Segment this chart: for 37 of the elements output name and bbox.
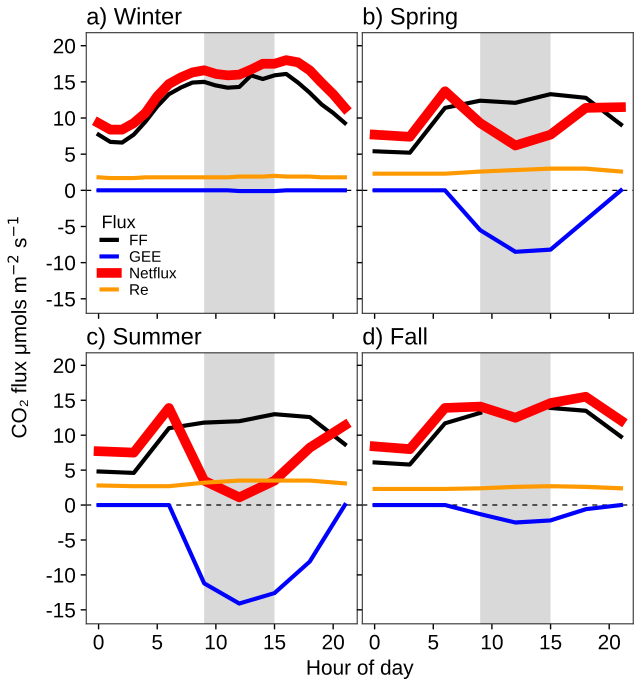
chart-title: c) Summer [87,327,202,350]
y-axis-title: CO₂ flux μmols m$^{−2}$ s$^{−1}$ [7,217,30,438]
x-tick-label: 10 [206,634,227,650]
y-tick-label: -5 [58,220,75,234]
y-tick-label: 20 [54,358,76,374]
chart-title: d) Fall [363,327,426,350]
x-tick-label: 5 [152,634,162,650]
x-tick-label: 5 [428,634,438,650]
y-tick-label: -15 [46,292,75,307]
y-tick-label: -10 [46,568,76,583]
chart-title: a) Winter [87,7,182,30]
y-tick-label: 20 [54,38,76,54]
chart-title: b) Spring [364,7,457,30]
y-tick-label: 10 [54,428,76,443]
legend-title: Flux [103,215,136,228]
x-axis-title: Hour of day [308,660,414,679]
y-tick-label: -10 [46,256,76,270]
y-tick-label: 5 [65,463,75,478]
y-tick-label: 15 [54,75,75,90]
legend-label: Re [130,284,148,295]
legend-label: Netflux [130,267,176,278]
legend-label: FF [130,234,148,246]
x-tick-label: 0 [94,634,104,650]
y-tick-label: -5 [58,533,75,548]
y-tick-label: 5 [65,147,75,162]
x-tick-label: 15 [540,634,562,650]
x-tick-label: 20 [598,634,620,650]
y-tick-label: 0 [65,183,76,198]
x-tick-label: 10 [482,634,503,650]
y-tick-label: 15 [54,393,75,408]
y-tick-label: -15 [46,603,75,618]
x-tick-label: 20 [322,634,344,650]
y-tick-label: 10 [54,111,76,126]
y-tick-label: 0 [65,498,76,513]
x-tick-label: 0 [370,634,380,650]
legend-label: GEE [130,251,161,262]
x-tick-label: 15 [264,634,286,650]
